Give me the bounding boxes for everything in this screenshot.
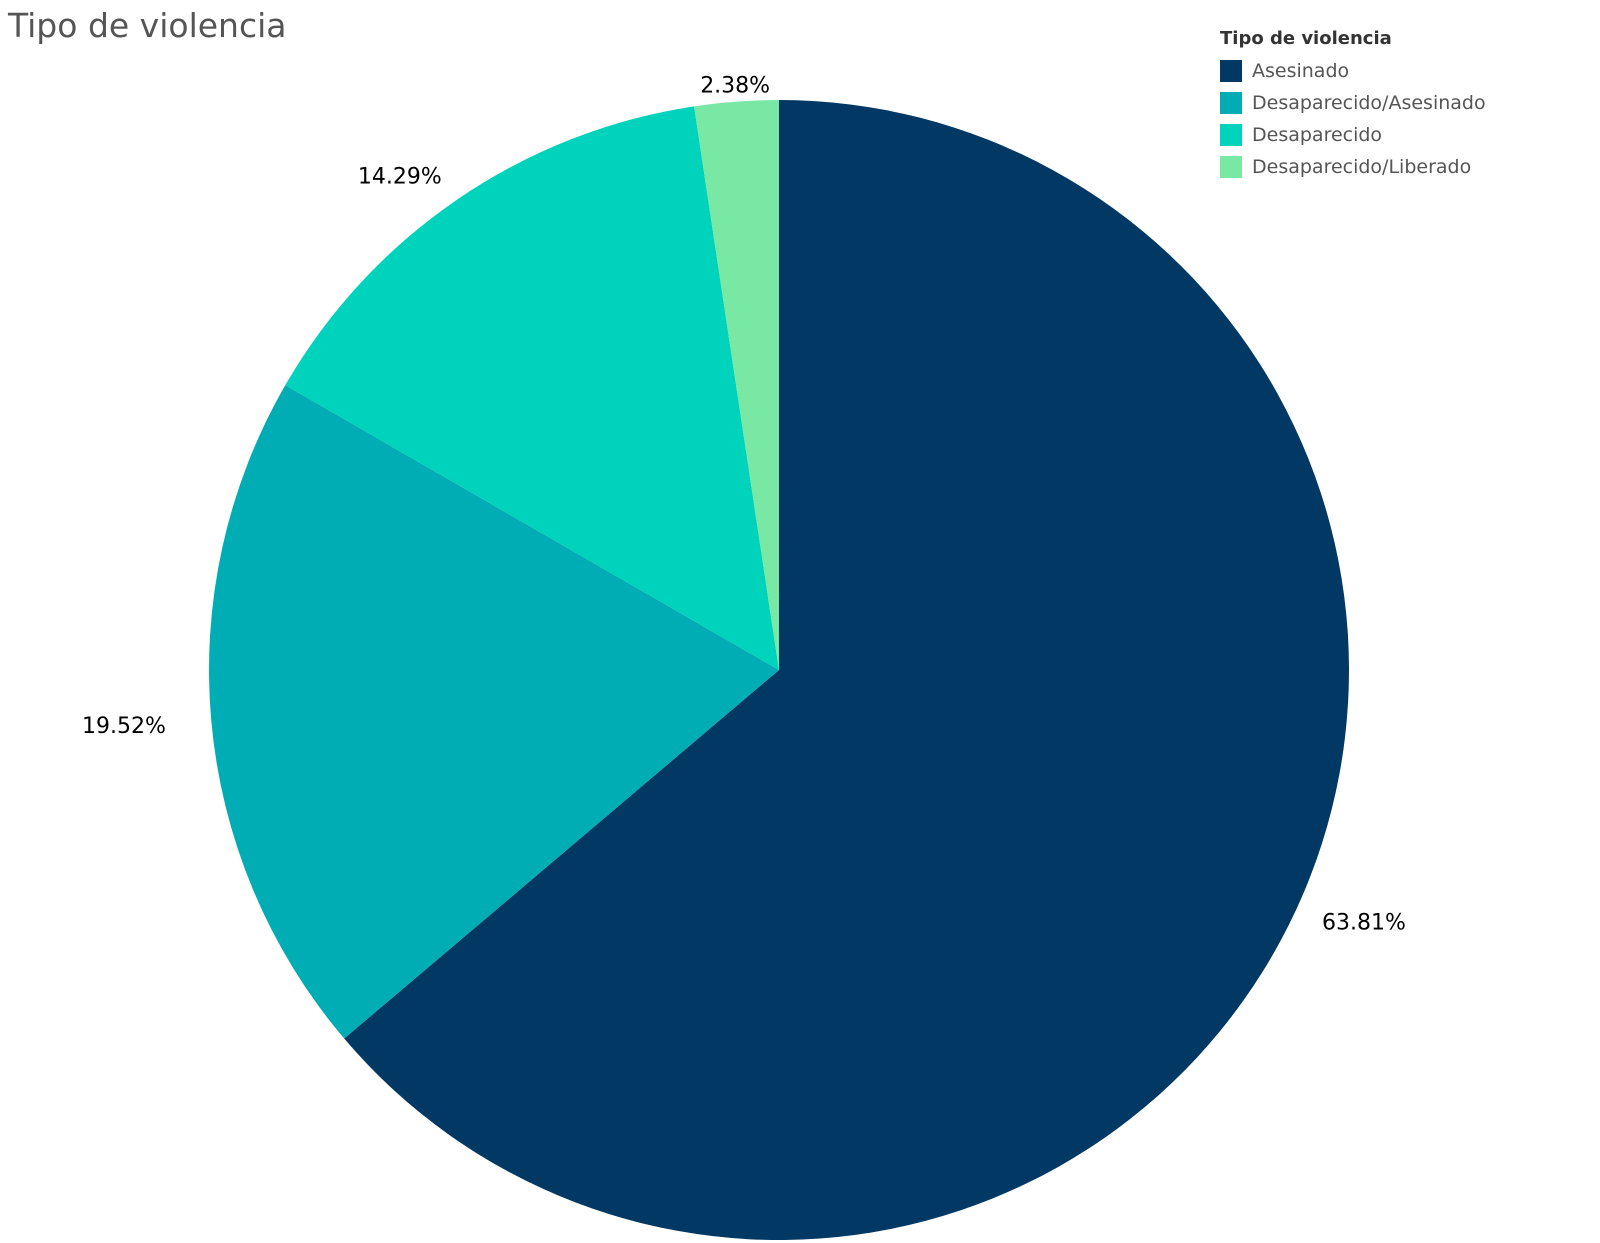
legend-swatch: [1220, 92, 1242, 114]
chart-title: Tipo de violencia: [8, 6, 287, 45]
pie-slice-desaparecido-asesinado[interactable]: [209, 385, 779, 1039]
legend-item-desaparecido-liberado[interactable]: Desaparecido/Liberado: [1220, 151, 1486, 183]
legend-label: Desaparecido/Liberado: [1252, 156, 1472, 178]
slice-label: 14.29%: [358, 165, 442, 190]
legend-item-desaparecido-asesinado[interactable]: Desaparecido/Asesinado: [1220, 87, 1486, 119]
legend-item-desaparecido[interactable]: Desaparecido: [1220, 119, 1486, 151]
legend: Tipo de violencia Asesinado Desaparecido…: [1220, 28, 1486, 183]
legend-swatch: [1220, 124, 1242, 146]
slice-label: 63.81%: [1322, 911, 1406, 936]
legend-title: Tipo de violencia: [1220, 28, 1392, 49]
legend-item-asesinado[interactable]: Asesinado: [1220, 55, 1486, 87]
legend-label: Desaparecido/Asesinado: [1252, 92, 1486, 114]
pie-slice-asesinado[interactable]: [344, 100, 1350, 1241]
legend-swatch: [1220, 60, 1242, 82]
pie-slice-desaparecido-liberado[interactable]: [694, 100, 779, 670]
legend-label: Asesinado: [1252, 60, 1350, 82]
legend-swatch: [1220, 156, 1242, 178]
legend-label: Desaparecido: [1252, 124, 1383, 146]
pie-slice-desaparecido[interactable]: [285, 106, 779, 671]
slice-label: 19.52%: [82, 714, 166, 739]
slice-label: 2.38%: [700, 74, 770, 99]
